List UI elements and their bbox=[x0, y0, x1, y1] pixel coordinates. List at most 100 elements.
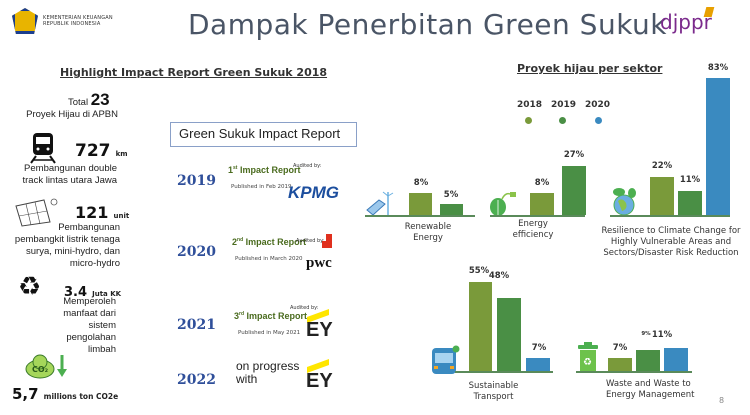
svg-text:CO₂: CO₂ bbox=[32, 365, 49, 374]
bar-renewable-2019 bbox=[440, 204, 463, 215]
svg-text:♻: ♻ bbox=[583, 357, 592, 368]
audited-label: Audited by: bbox=[296, 238, 325, 244]
bar-value-label: 9% bbox=[641, 331, 651, 337]
legend-dot-icon bbox=[559, 117, 566, 124]
progress-text: on progress bbox=[236, 359, 300, 373]
category-sustainable-transport: Sustainable Transport bbox=[468, 381, 519, 402]
leaf-plug-icon bbox=[490, 192, 516, 216]
report-published-2020: Published in March 2020 bbox=[235, 256, 303, 262]
bar-value-label: 55% bbox=[468, 266, 490, 276]
bar-waste-2020 bbox=[664, 348, 688, 371]
plant-unit: unit bbox=[113, 212, 130, 220]
report-name: Impact Report bbox=[246, 311, 308, 321]
legend-dot-icon bbox=[595, 117, 602, 124]
ordinal-suffix: st bbox=[233, 165, 238, 171]
axis-baseline bbox=[365, 215, 475, 217]
ey-logo: EY bbox=[306, 370, 333, 392]
bar-value-label: 11% bbox=[679, 175, 701, 185]
report-published-2019: Published in Feb 2019 bbox=[231, 184, 292, 190]
report-year-2022: 2022 bbox=[177, 372, 216, 388]
report-name: Impact Report bbox=[245, 237, 307, 247]
bar-value-label: 8% bbox=[534, 178, 550, 188]
bar-waste-2019 bbox=[636, 350, 660, 371]
report-title-2020: 2nd Impact Report bbox=[232, 237, 306, 247]
bar-waste-2018 bbox=[608, 358, 632, 371]
ey-logo: EY bbox=[306, 319, 333, 341]
axis-baseline bbox=[455, 371, 553, 373]
bar-value-label: 83% bbox=[707, 63, 729, 73]
bar-value-label: 7% bbox=[612, 343, 628, 353]
kemenkeu-logo: KEMENTERIAN KEUANGAN REPUBLIK INDONESIA bbox=[12, 8, 113, 34]
total-desc: Proyek Hijau di APBN bbox=[26, 109, 118, 120]
co2-reduction-icon: CO₂ bbox=[25, 354, 67, 379]
page-title: Dampak Penerbitan Green Sukuk bbox=[188, 8, 668, 41]
report-year-2021: 2021 bbox=[177, 317, 216, 333]
ministry-name: KEMENTERIAN KEUANGAN bbox=[43, 15, 113, 21]
co2-value: 5,7 bbox=[12, 385, 39, 403]
bar-resilience-2020 bbox=[706, 78, 730, 215]
plant-desc: Pembangunan pembangkit listrik tenaga su… bbox=[14, 222, 120, 269]
report-year-2020: 2020 bbox=[177, 244, 216, 260]
ordinal-suffix: rd bbox=[239, 311, 245, 317]
report-progress-2022: on progress with bbox=[236, 360, 299, 386]
waste-value: 3.4 bbox=[64, 285, 88, 300]
report-title-2019: 1st Impact Report bbox=[228, 165, 301, 175]
ordinal-suffix: nd bbox=[237, 237, 244, 243]
report-title-2021: 3rd Impact Report bbox=[234, 311, 307, 321]
audited-label: Audited by: bbox=[293, 163, 322, 169]
plant-stat: 121 unit bbox=[75, 203, 129, 222]
legend-label: 2018 bbox=[517, 100, 543, 110]
category-waste: Waste and Waste to Energy Management bbox=[606, 379, 695, 400]
axis-baseline bbox=[576, 371, 692, 373]
axis-baseline bbox=[490, 215, 585, 217]
ordinal: 1 bbox=[228, 165, 234, 175]
legend-2020: 2020 bbox=[585, 100, 610, 124]
bar-value-label: 5% bbox=[443, 190, 459, 200]
bar-value-label: 7% bbox=[531, 343, 547, 353]
bar-renewable-2018 bbox=[409, 193, 432, 215]
bar-transport-2019 bbox=[497, 298, 521, 371]
plant-value: 121 bbox=[75, 203, 109, 222]
bar-transport-2020 bbox=[526, 358, 550, 371]
total-label: Total bbox=[68, 97, 89, 108]
co2-stat: 5,7 millions ton CO2e bbox=[12, 384, 118, 403]
track-stat: 727 km bbox=[75, 141, 128, 161]
recycle-icon: ♻ bbox=[18, 272, 42, 302]
bar-resilience-2018 bbox=[650, 177, 674, 215]
ministry-country: REPUBLIK INDONESIA bbox=[43, 21, 101, 27]
legend-label: 2020 bbox=[585, 100, 611, 110]
waste-desc: Memperoleh manfaat dari sistem pengolaha… bbox=[63, 296, 116, 355]
bus-icon bbox=[432, 345, 460, 374]
category-renewable-energy: Renewable Energy bbox=[404, 222, 452, 243]
category-energy-efficiency: Energy efficiency bbox=[512, 219, 554, 240]
train-icon bbox=[30, 133, 56, 164]
ordinal: 2 bbox=[232, 237, 238, 247]
track-value: 727 bbox=[75, 141, 111, 161]
bar-efficiency-2018 bbox=[530, 193, 554, 215]
track-unit: km bbox=[115, 150, 128, 158]
legend-2018: 2018 bbox=[517, 100, 542, 124]
bar-value-label: 48% bbox=[488, 271, 510, 281]
bar-resilience-2019 bbox=[678, 191, 702, 215]
report-name: Impact Report bbox=[239, 165, 301, 175]
recycle-bin-icon: ♻ bbox=[578, 342, 598, 371]
solar-panel-icon bbox=[15, 198, 58, 227]
bar-value-label: 22% bbox=[651, 161, 673, 171]
waste-stat: 3.4 Juta KK bbox=[64, 281, 121, 300]
pwc-logo: pwc bbox=[306, 255, 332, 271]
bar-value-label: 8% bbox=[413, 178, 429, 188]
total-value: 23 bbox=[90, 90, 110, 109]
bar-value-label: 27% bbox=[563, 150, 585, 160]
djppr-logo-mark-icon bbox=[703, 7, 715, 17]
co2-unit: millions ton CO2e bbox=[43, 392, 119, 401]
impact-report-title: Green Sukuk Impact Report bbox=[170, 122, 357, 147]
sector-chart-title: Proyek hijau per sektor bbox=[517, 62, 663, 75]
bar-value-label: 11% bbox=[651, 330, 673, 340]
page-number: 8 bbox=[719, 396, 725, 405]
bar-efficiency-2019 bbox=[562, 166, 586, 215]
legend-label: 2019 bbox=[551, 100, 577, 110]
total-projects: Total 23 bbox=[68, 90, 110, 110]
legend-2019: 2019 bbox=[551, 100, 576, 124]
globe-plant-icon bbox=[613, 188, 636, 216]
legend-dot-icon bbox=[525, 117, 532, 124]
